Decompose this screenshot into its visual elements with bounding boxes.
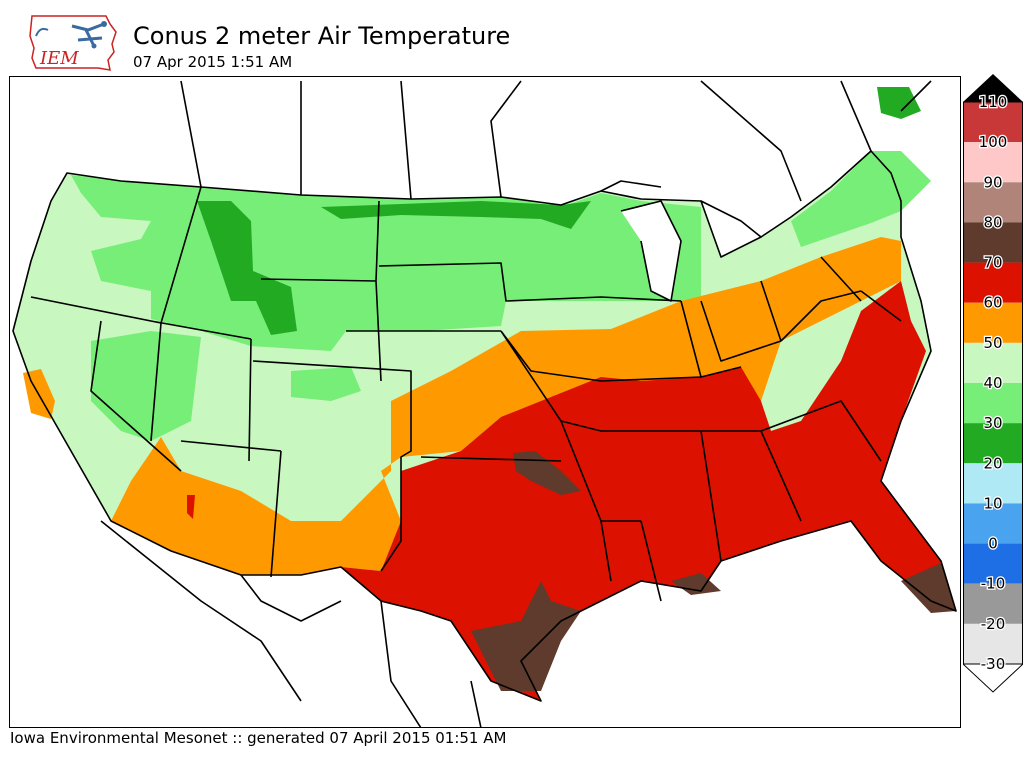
band-20-30-dakota-region: [321, 201, 591, 229]
colorbar-band-4: [963, 262, 1023, 303]
colorbar-tick-label: 0: [988, 535, 998, 553]
temperature-map: [9, 76, 961, 728]
logo-text: IEM: [39, 48, 79, 69]
colorbar-band-0: [963, 102, 1023, 143]
colorbar-band-2: [963, 182, 1023, 223]
iem-logo: IEM: [29, 15, 117, 71]
colorbar-band-9: [963, 463, 1023, 504]
colorbar-tick-label: 70: [983, 254, 1002, 272]
colorbar-tick-label: 30: [983, 414, 1002, 432]
colorbar-band-7: [963, 383, 1023, 424]
band-60-70-south-region: [341, 281, 956, 701]
colorbar-tick-label: 40: [983, 374, 1002, 392]
band-70-80-florida-region: [901, 563, 956, 613]
canada-lines: [180, 80, 932, 202]
colorbar-tick-label: -30: [981, 655, 1006, 673]
colorbar-band-5: [963, 302, 1023, 343]
iowa-outline-icon: [29, 15, 117, 71]
boundary-lines: [12, 80, 957, 727]
colorbar-band-8: [963, 423, 1023, 464]
colorbar-band-13: [963, 623, 1023, 664]
colorbar-tick-label: 110: [979, 93, 1008, 111]
band-60-70-arizona-spot: [187, 495, 195, 519]
band-30-40-east-region: [791, 151, 931, 247]
map-title: Conus 2 meter Air Temperature: [133, 22, 511, 50]
band-50-60-central-region: [111, 237, 901, 575]
colorbar-band-12: [963, 583, 1023, 624]
colorbar-max-arrow: [963, 74, 1023, 102]
colorbar-tick-label: 20: [983, 454, 1002, 472]
band-70-80-texas-region: [471, 581, 581, 691]
colorbar-band-11: [963, 543, 1023, 584]
mexico-lines: [100, 520, 482, 727]
colorbar-tick-label: -20: [981, 615, 1006, 633]
map-timestamp: 07 Apr 2015 1:51 AM: [133, 53, 293, 71]
colorbar-tick-label: 100: [979, 133, 1008, 151]
weather-station-icon: [71, 22, 105, 47]
colorbar-tick-label: 10: [983, 494, 1002, 512]
band-70-80-oklahoma-region: [513, 451, 581, 495]
colorbar-tick-label: -10: [981, 575, 1006, 593]
band-70-80-louisiana-region: [671, 573, 721, 595]
band-20-30-maine-region: [877, 87, 921, 119]
colorbar-band-3: [963, 222, 1023, 263]
state-lines: [30, 186, 902, 602]
colorbar-tick-label: 80: [983, 213, 1002, 231]
great-lakes: [600, 180, 762, 302]
colorbar-tick-label: 50: [983, 334, 1002, 352]
band-20-30-montana-region: [197, 201, 297, 335]
colorbar-tick-label: 60: [983, 294, 1002, 312]
footer-credit: Iowa Environmental Mesonet :: generated …: [10, 729, 507, 747]
band-30-40-nevada-region: [91, 331, 201, 441]
colorbar-tick-label: 90: [983, 173, 1002, 191]
band-30-40-colorado-region: [291, 367, 361, 401]
colorbar-band-1: [963, 142, 1023, 183]
colorbar-band-6: [963, 342, 1023, 383]
colorbar-band-10: [963, 503, 1023, 544]
